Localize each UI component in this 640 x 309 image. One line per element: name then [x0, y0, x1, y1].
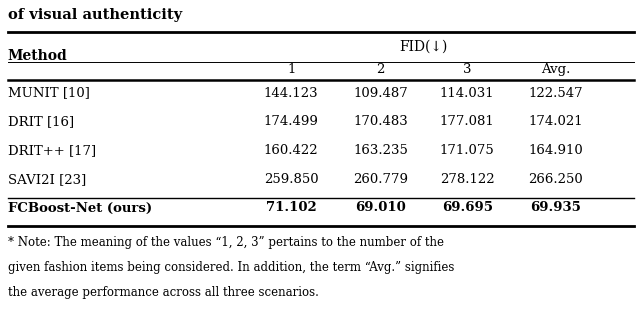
- Text: 1: 1: [287, 63, 296, 76]
- Text: 163.235: 163.235: [353, 144, 408, 157]
- Text: 174.499: 174.499: [264, 115, 319, 128]
- Text: 160.422: 160.422: [264, 144, 319, 157]
- Text: FCBoost-Net (ours): FCBoost-Net (ours): [8, 201, 152, 214]
- Text: DRIT [16]: DRIT [16]: [8, 115, 74, 128]
- Text: given fashion items being considered. In addition, the term “Avg.” signifies: given fashion items being considered. In…: [8, 261, 454, 274]
- Text: 114.031: 114.031: [440, 87, 495, 99]
- Text: 71.102: 71.102: [266, 201, 317, 214]
- Text: Method: Method: [8, 49, 67, 63]
- Text: 260.779: 260.779: [353, 173, 408, 186]
- Text: FID(↓): FID(↓): [399, 40, 447, 54]
- Text: * Note: The meaning of the values “1, 2, 3” pertains to the number of the: * Note: The meaning of the values “1, 2,…: [8, 236, 444, 249]
- Text: 122.547: 122.547: [528, 87, 583, 99]
- Text: 3: 3: [463, 63, 472, 76]
- Text: 109.487: 109.487: [353, 87, 408, 99]
- Text: 278.122: 278.122: [440, 173, 495, 186]
- Text: SAVI2I [23]: SAVI2I [23]: [8, 173, 86, 186]
- Text: 174.021: 174.021: [528, 115, 583, 128]
- Text: 164.910: 164.910: [528, 144, 583, 157]
- Text: the average performance across all three scenarios.: the average performance across all three…: [8, 286, 319, 299]
- Text: 177.081: 177.081: [440, 115, 495, 128]
- Text: of visual authenticity: of visual authenticity: [8, 8, 182, 22]
- Text: 171.075: 171.075: [440, 144, 495, 157]
- Text: 69.010: 69.010: [355, 201, 406, 214]
- Text: DRIT++ [17]: DRIT++ [17]: [8, 144, 96, 157]
- Text: Avg.: Avg.: [541, 63, 570, 76]
- Text: 69.695: 69.695: [442, 201, 493, 214]
- Text: 259.850: 259.850: [264, 173, 319, 186]
- Text: 69.935: 69.935: [530, 201, 581, 214]
- Text: 2: 2: [376, 63, 385, 76]
- Text: 266.250: 266.250: [528, 173, 583, 186]
- Text: 144.123: 144.123: [264, 87, 319, 99]
- Text: MUNIT [10]: MUNIT [10]: [8, 87, 90, 99]
- Text: 170.483: 170.483: [353, 115, 408, 128]
